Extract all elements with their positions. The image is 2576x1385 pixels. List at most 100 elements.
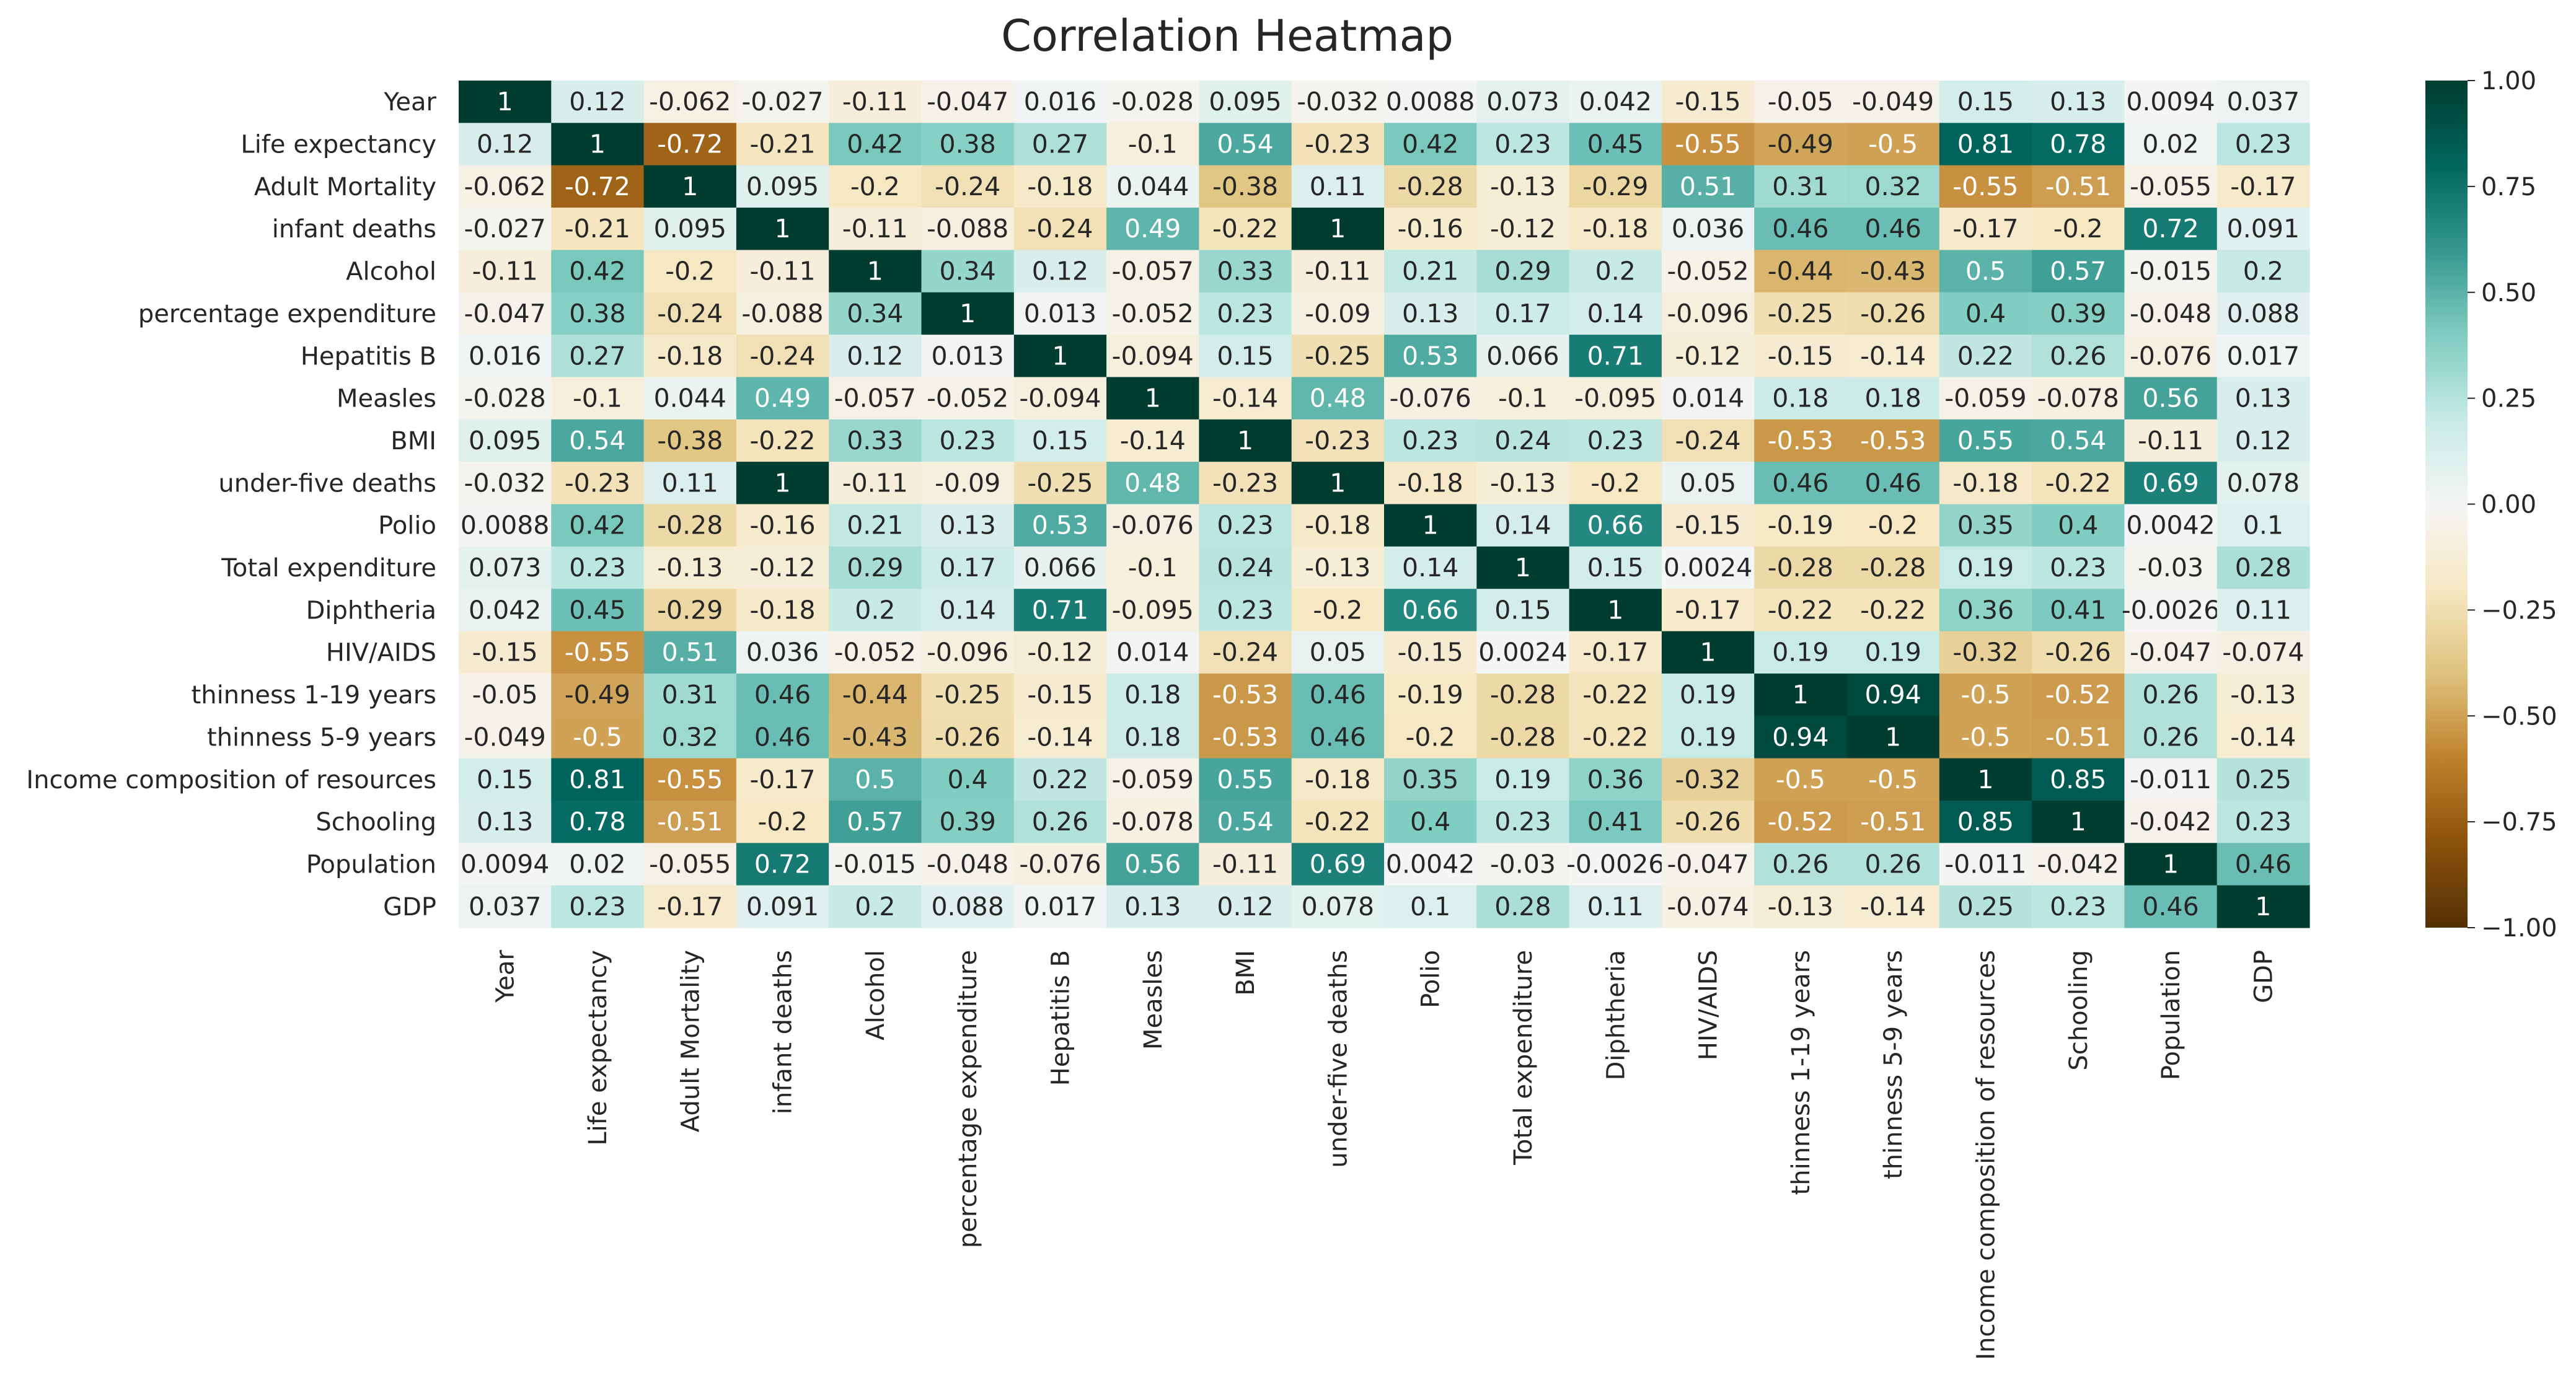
row-label-income-composition-of-resources: Income composition of resources xyxy=(26,766,436,794)
cell-value-label: -0.062 xyxy=(649,87,731,117)
cell-value-label: -0.22 xyxy=(1582,722,1648,752)
heatmap-cell xyxy=(1846,589,1940,632)
heatmap-cell xyxy=(1199,758,1292,801)
heatmap-cell xyxy=(1569,800,1662,843)
heatmap-cell xyxy=(1939,292,2032,335)
heatmap-cell xyxy=(2217,758,2310,801)
y-axis-labels: Year Life expectancy Adult Mortality infan… xyxy=(26,88,436,921)
heatmap-cell xyxy=(2124,123,2218,166)
heatmap-cell xyxy=(1291,250,1385,293)
heatmap-cell xyxy=(459,885,552,928)
cell-value-label: 0.42 xyxy=(847,130,903,159)
heatmap-cell xyxy=(1013,377,1107,420)
heatmap-cell xyxy=(1846,631,1940,674)
cell-value-label: -0.16 xyxy=(1398,214,1463,244)
cell-value-label: 0.45 xyxy=(569,595,625,625)
column-label-alcohol: Alcohol xyxy=(862,950,890,1040)
heatmap-cell xyxy=(459,716,552,759)
heatmap-cell xyxy=(736,377,829,420)
heatmap-cell xyxy=(1013,81,1107,123)
heatmap-cell xyxy=(2032,631,2125,674)
row-label-life-expectancy: Life expectancy xyxy=(240,131,436,159)
cell-value-label: -0.17 xyxy=(657,892,723,921)
heatmap-cell xyxy=(459,546,552,589)
cell-value-label: 0.016 xyxy=(469,341,541,371)
cell-value-label: 0.12 xyxy=(2235,426,2291,455)
cell-value-label: -0.28 xyxy=(657,511,723,540)
heatmap-cell xyxy=(1754,419,1848,462)
heatmap-cell xyxy=(1106,165,1199,208)
cell-value-label: 1 xyxy=(1423,511,1439,540)
cell-value-label: -0.052 xyxy=(1667,257,1749,286)
cell-value-label: 0.19 xyxy=(1494,765,1551,794)
cell-value-label: -0.32 xyxy=(1952,638,2018,667)
cell-value-label: -0.015 xyxy=(2130,257,2212,286)
cell-value-label: 0.0094 xyxy=(2126,87,2215,117)
heatmap-cell xyxy=(2032,335,2125,378)
heatmap-cell xyxy=(1846,377,1940,420)
heatmap-cell xyxy=(459,589,552,632)
heatmap-cell xyxy=(736,292,829,335)
cell-value-label: 0.54 xyxy=(1217,807,1273,837)
heatmap-cell xyxy=(1106,885,1199,928)
heatmap-cell xyxy=(736,504,829,547)
heatmap-cell xyxy=(1013,335,1107,378)
heatmap-cell xyxy=(1013,885,1107,928)
cell-value-label: -0.057 xyxy=(1112,257,1194,286)
cell-value-label: 0.18 xyxy=(1124,680,1181,710)
cell-value-label: -0.11 xyxy=(1305,257,1370,286)
cell-value-label: -0.24 xyxy=(750,341,816,371)
cell-value-label: 0.54 xyxy=(2050,426,2106,455)
cell-value-label: 0.15 xyxy=(1494,595,1551,625)
cell-value-label: -0.047 xyxy=(927,87,1008,117)
cell-value-label: 0.23 xyxy=(569,892,625,921)
colorbar-tick-label: −0.25 xyxy=(2481,596,2557,625)
cell-value-label: 0.2 xyxy=(855,595,895,625)
cell-value-label: -0.062 xyxy=(464,172,546,201)
cell-value-label: 0.5 xyxy=(1965,257,2006,286)
heatmap-cell xyxy=(1661,462,1755,505)
heatmap-cell xyxy=(2032,673,2125,716)
heatmap-cell xyxy=(1476,292,1570,335)
heatmap-cell xyxy=(1754,335,1848,378)
heatmap-cell xyxy=(2032,589,2125,632)
colorbar-tick-label: 0.75 xyxy=(2481,173,2536,201)
heatmap-cell xyxy=(1199,123,1292,166)
cell-value-label: 0.28 xyxy=(1494,892,1551,921)
heatmap-cell xyxy=(2217,292,2310,335)
heatmap-cell xyxy=(829,292,922,335)
heatmap-cell xyxy=(736,885,829,928)
heatmap-cell xyxy=(1661,843,1755,886)
heatmap-cell xyxy=(1846,462,1940,505)
heatmap-cell xyxy=(643,589,737,632)
heatmap-cell xyxy=(643,800,737,843)
heatmap-cell xyxy=(551,504,645,547)
cell-value-label: 0.042 xyxy=(1579,87,1652,117)
heatmap-cell xyxy=(736,81,829,123)
heatmap-cell xyxy=(1384,462,1477,505)
cell-value-label: -0.048 xyxy=(927,849,1008,879)
cell-value-label: 0.29 xyxy=(847,553,903,583)
heatmap-cell xyxy=(551,419,645,462)
column-label-adult-mortality: Adult Mortality xyxy=(676,950,705,1132)
heatmap-cell xyxy=(736,843,829,886)
cell-value-label: 0.016 xyxy=(1024,87,1096,117)
cell-value-label: -0.23 xyxy=(1305,130,1370,159)
cell-value-label: 0.2 xyxy=(2243,257,2283,286)
cell-value-label: -0.51 xyxy=(1860,807,1926,837)
cell-value-label: 0.46 xyxy=(1772,468,1828,498)
cell-value-label: -0.095 xyxy=(1574,384,1656,413)
heatmap-cell xyxy=(1384,292,1477,335)
cell-value-label: 0.19 xyxy=(1680,680,1736,710)
heatmap-cell xyxy=(2032,377,2125,420)
heatmap-cell xyxy=(1569,716,1662,759)
cell-value-label: 0.0094 xyxy=(461,849,549,879)
row-label-population: Population xyxy=(306,850,436,879)
heatmap-cell xyxy=(921,292,1015,335)
cell-value-label: -0.052 xyxy=(834,638,916,667)
cell-value-label: -0.1 xyxy=(1128,553,1178,583)
heatmap-cell xyxy=(829,716,922,759)
heatmap-cell xyxy=(1291,292,1385,335)
heatmap-cell xyxy=(829,673,922,716)
cell-value-label: 0.24 xyxy=(1217,553,1273,583)
